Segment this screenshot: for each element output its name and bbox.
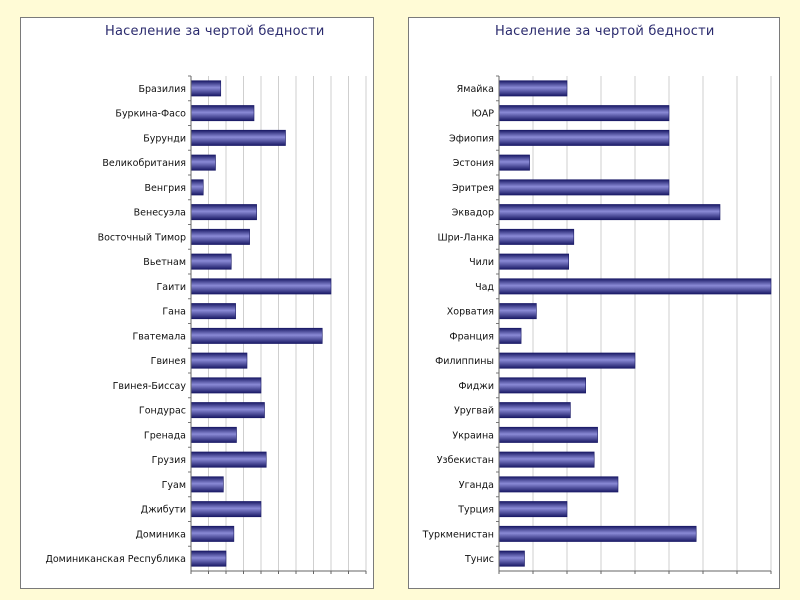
bar [498,550,525,567]
category-label: Гуам [162,480,186,491]
bar [498,105,670,122]
category-label: Турция [457,505,494,516]
bar [498,129,670,146]
bar [498,451,595,468]
category-label: Великобритания [102,158,186,169]
bar [498,402,571,419]
category-label: Шри-Ланка [437,232,494,243]
bar [190,377,262,394]
category-label: Франция [449,331,494,342]
category-label: Хорватия [447,307,494,318]
bar [498,525,697,542]
category-label: Узбекистан [437,455,494,466]
category-label: Гана [162,307,186,318]
category-label: Украина [452,430,494,441]
category-label: Эквадор [452,208,494,219]
category-label: ЮАР [472,109,495,120]
bar [190,327,323,344]
category-label: Буркина-Фасо [115,109,186,120]
bar [190,525,235,542]
category-label: Гаити [157,282,187,293]
category-label: Грузия [152,455,186,466]
bar [190,105,255,122]
bar [190,426,237,443]
category-label: Венгрия [145,183,186,194]
bar [498,80,568,97]
category-label: Гвинея [151,356,186,367]
bar [190,278,332,295]
bar [190,154,216,171]
chart-title: Население за чертой бедности [495,24,715,39]
bar [498,327,522,344]
bar [190,550,227,567]
bar-chart-right: Ямайка ЮАР Эфиопия Эстония Эритрея Эквадор Шри… [422,75,772,574]
bar [498,377,586,394]
category-label: Филиппины [435,356,494,367]
gridlines [190,76,367,571]
bar [190,204,257,221]
bar [190,451,267,468]
chart-panel-right: Население за чертой бедности Ямайка ЮАР Эф… [408,17,780,589]
category-label: Чад [475,282,494,293]
bar [190,228,250,245]
gridlines [498,76,772,571]
category-label: Доминиканская Республика [45,554,186,565]
bar [190,352,248,369]
chart-panel-left: Население за чертой бедности Бразилия Бур… [20,17,374,589]
category-label: Уганда [459,480,494,491]
category-label: Эфиопия [449,133,494,144]
bar [498,253,569,270]
chart-title: Население за чертой бедности [105,24,325,39]
category-label: Гватемала [133,331,186,342]
category-label: Бурунди [143,133,186,144]
category-label: Гондурас [139,406,186,417]
bar-chart-left: Бразилия Буркина-Фасо Бурунди Великобритани… [45,75,367,574]
category-label: Туркменистан [422,529,494,540]
bar [498,426,598,443]
category-label: Восточный Тимор [98,232,186,243]
bar [498,278,772,295]
bar [190,80,222,97]
category-label: Гвинея-Биссау [113,381,187,392]
category-label: Эстония [453,158,494,169]
bar [498,154,530,171]
category-label: Вьетнам [143,257,186,268]
bar [190,476,224,493]
bar [190,129,286,146]
bar [190,303,236,320]
bar [498,352,636,369]
category-label: Джибути [141,505,186,516]
category-label: Чили [469,257,494,268]
bar [190,501,262,518]
category-label: Доминика [135,529,186,540]
bar [498,204,721,221]
bar [498,303,537,320]
category-label: Уругвай [454,406,494,417]
category-label: Гренада [144,430,186,441]
category-label: Эритрея [452,183,494,194]
bar [498,476,619,493]
bar [190,253,232,270]
category-label: Венесуэла [134,208,186,219]
category-label: Бразилия [138,84,186,95]
bar [498,501,568,518]
bar [190,179,204,196]
category-label: Ямайка [457,84,494,95]
category-label: Фиджи [458,381,494,392]
bar [498,228,575,245]
bar [498,179,670,196]
category-label: Тунис [464,554,494,565]
bar [190,402,265,419]
